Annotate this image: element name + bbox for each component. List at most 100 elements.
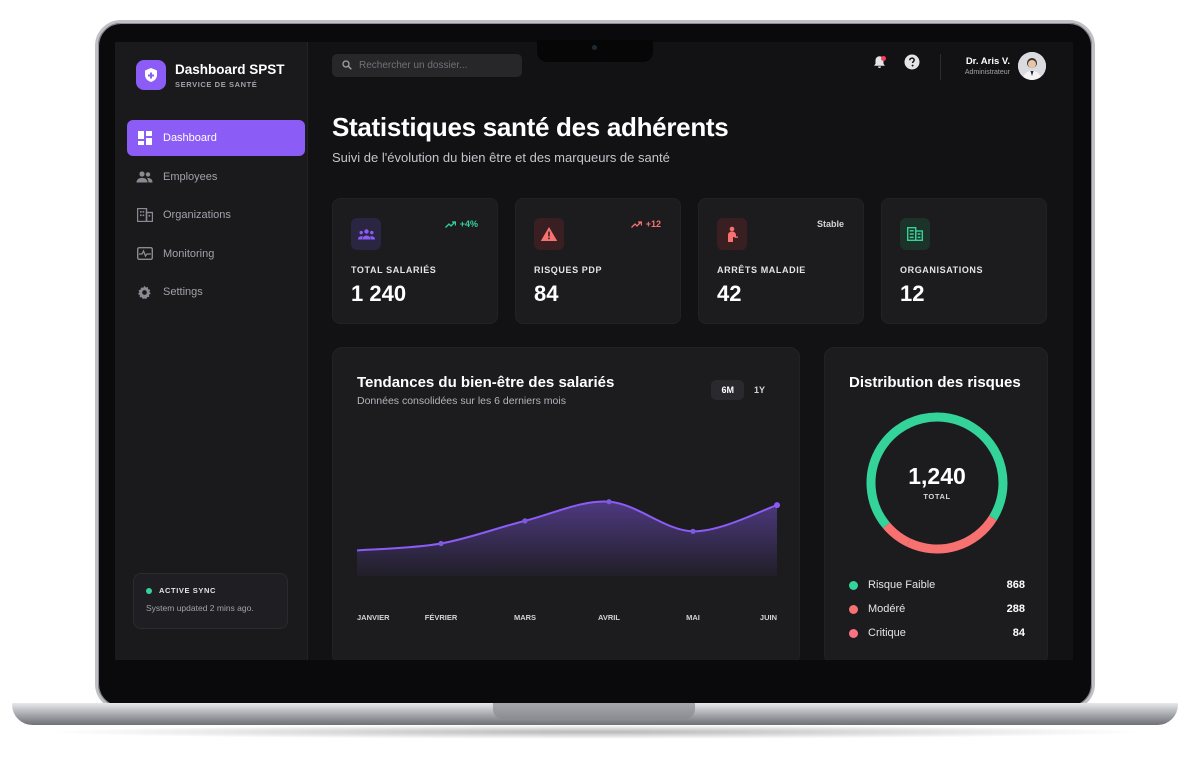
- sync-status-dot: [146, 587, 152, 594]
- gear-icon: [136, 284, 153, 301]
- stat-trend: +12: [630, 219, 661, 229]
- risk-donut-chart: [846, 403, 1028, 563]
- sidebar-item-monitoring[interactable]: Monitoring: [127, 236, 305, 272]
- stat-card-total-salaries[interactable]: +4% TOTAL SALARIÉS 1 240: [332, 198, 498, 324]
- sidebar-item-employees[interactable]: Employees: [127, 159, 305, 195]
- stat-trend-value: +4%: [459, 219, 478, 229]
- group-icon: [351, 218, 381, 250]
- trend-panel-title: Tendances du bien-être des salariés: [357, 374, 615, 391]
- sidebar-item-label: Employees: [163, 170, 218, 183]
- brand[interactable]: Dashboard SPST SERVICE DE SANTÉ: [136, 60, 285, 90]
- stat-label: ARRÊTS MALADIE: [717, 265, 806, 275]
- sidebar-item-organizations[interactable]: Organizations: [127, 197, 305, 233]
- sidebar-item-label: Dashboard: [163, 132, 217, 144]
- app-subtitle: SERVICE DE SANTÉ: [175, 79, 258, 89]
- trend-up-icon: [444, 220, 456, 228]
- avatar[interactable]: [1018, 52, 1046, 80]
- legend-value: 288: [1006, 603, 1025, 615]
- page-title: Statistiques santé des adhérents: [332, 112, 729, 142]
- search-bar[interactable]: [332, 54, 522, 77]
- data-point[interactable]: [774, 502, 780, 509]
- toggle-1y-button[interactable]: 1Y: [753, 385, 765, 395]
- sidebar-item-settings[interactable]: Settings: [127, 274, 305, 310]
- user-name: Dr. Aris V.: [965, 56, 1010, 67]
- sync-status-card: ACTIVE SYNC System updated 2 mins ago.: [133, 573, 288, 629]
- sync-status-text: System updated 2 mins ago.: [146, 603, 254, 613]
- x-tick-label: FÉVRIER: [424, 613, 458, 622]
- monitor-heart-icon: [136, 245, 153, 262]
- stat-value: 42: [717, 281, 742, 306]
- donut-segment[interactable]: [846, 403, 1028, 563]
- period-toggle: 6M 1Y: [711, 380, 775, 400]
- shield-logo-icon: [136, 60, 166, 90]
- donut-segment[interactable]: [846, 403, 1028, 563]
- toggle-6m-button[interactable]: 6M: [711, 380, 744, 400]
- stat-value: 84: [534, 281, 559, 306]
- screen-notch: [537, 40, 653, 62]
- notifications-button[interactable]: [871, 55, 887, 72]
- data-point[interactable]: [606, 499, 612, 505]
- stat-trend-value: +12: [645, 219, 661, 229]
- stat-card-arrets-maladie[interactable]: Stable ARRÊTS MALADIE 42: [698, 198, 864, 324]
- x-tick-label: MAI: [686, 613, 700, 622]
- stat-trend: +4%: [444, 219, 478, 229]
- page-subtitle: Suivi de l'évolution du bien être et des…: [332, 150, 670, 165]
- stat-label: RISQUES PDP: [534, 265, 603, 275]
- trend-panel-subtitle: Données consolidées sur les 6 derniers m…: [357, 395, 566, 407]
- legend-label: Critique: [868, 627, 906, 639]
- legend-item: Critique 84: [849, 625, 1025, 641]
- camera-icon: [592, 45, 597, 50]
- data-point[interactable]: [522, 518, 528, 524]
- search-input[interactable]: [359, 60, 509, 71]
- data-point[interactable]: [690, 528, 696, 534]
- building-grid-icon: [900, 218, 930, 250]
- sync-title: ACTIVE SYNC: [159, 586, 217, 595]
- x-tick-label: AVRIL: [598, 613, 620, 622]
- sidebar-item-label: Organizations: [163, 209, 231, 221]
- legend-dot: [849, 604, 858, 614]
- area-fill: [357, 501, 777, 576]
- screen: Dashboard SPST SERVICE DE SANTÉ Dashboar…: [115, 42, 1073, 660]
- legend-dot: [849, 628, 858, 638]
- legend-item: Modéré 288: [849, 601, 1025, 617]
- laptop-base-notch: [493, 703, 695, 719]
- sidebar: Dashboard SPST SERVICE DE SANTÉ Dashboar…: [115, 42, 308, 660]
- sidebar-item-label: Settings: [163, 286, 203, 298]
- stat-value: 12: [900, 281, 925, 306]
- dashboard-icon: [136, 130, 153, 147]
- sidebar-item-label: Monitoring: [163, 247, 215, 260]
- header-divider: [940, 54, 941, 80]
- stat-label: ORGANISATIONS: [900, 265, 984, 275]
- help-button[interactable]: [904, 54, 920, 75]
- building-icon: [136, 207, 153, 224]
- legend-value: 84: [1012, 627, 1025, 639]
- user-role: Administrateur: [964, 69, 1010, 76]
- wellbeing-trend-panel: Tendances du bien-être des salariés Donn…: [332, 347, 800, 660]
- user-profile[interactable]: Dr. Aris V. Administrateur: [965, 52, 1046, 80]
- stat-card-risques-pdp[interactable]: +12 RISQUES PDP 84: [515, 198, 681, 324]
- sidebar-nav: Dashboard Employees Organizations Monito…: [127, 120, 305, 313]
- sidebar-item-dashboard[interactable]: Dashboard: [127, 120, 305, 156]
- donut-total-value: 1,240: [908, 463, 966, 489]
- main-content: Dr. Aris V. Administrateur Statistiques …: [308, 42, 1073, 660]
- people-icon: [136, 168, 153, 185]
- data-point[interactable]: [438, 540, 444, 547]
- warning-icon: [534, 218, 564, 250]
- search-icon: [342, 57, 352, 75]
- app-title: Dashboard SPST: [175, 61, 285, 77]
- trend-up-icon: [630, 220, 642, 228]
- stat-trend: Stable: [817, 219, 844, 229]
- help-icon: [904, 54, 920, 75]
- legend-value: 868: [1006, 579, 1025, 591]
- donut-total-label: TOTAL: [923, 492, 951, 501]
- laptop-shadow: [40, 725, 1150, 739]
- stat-card-organisations[interactable]: ORGANISATIONS 12: [881, 198, 1047, 324]
- stat-trend-value: Stable: [816, 219, 844, 229]
- legend-label: Modéré: [868, 603, 906, 615]
- legend-item: Risque Faible 868: [849, 577, 1025, 593]
- stat-label: TOTAL SALARIÉS: [351, 265, 437, 275]
- x-tick-label: MARS: [513, 613, 537, 622]
- legend-label: Risque Faible: [868, 579, 936, 591]
- x-tick-label: JANVIER: [357, 613, 390, 622]
- sick-person-icon: [717, 218, 747, 250]
